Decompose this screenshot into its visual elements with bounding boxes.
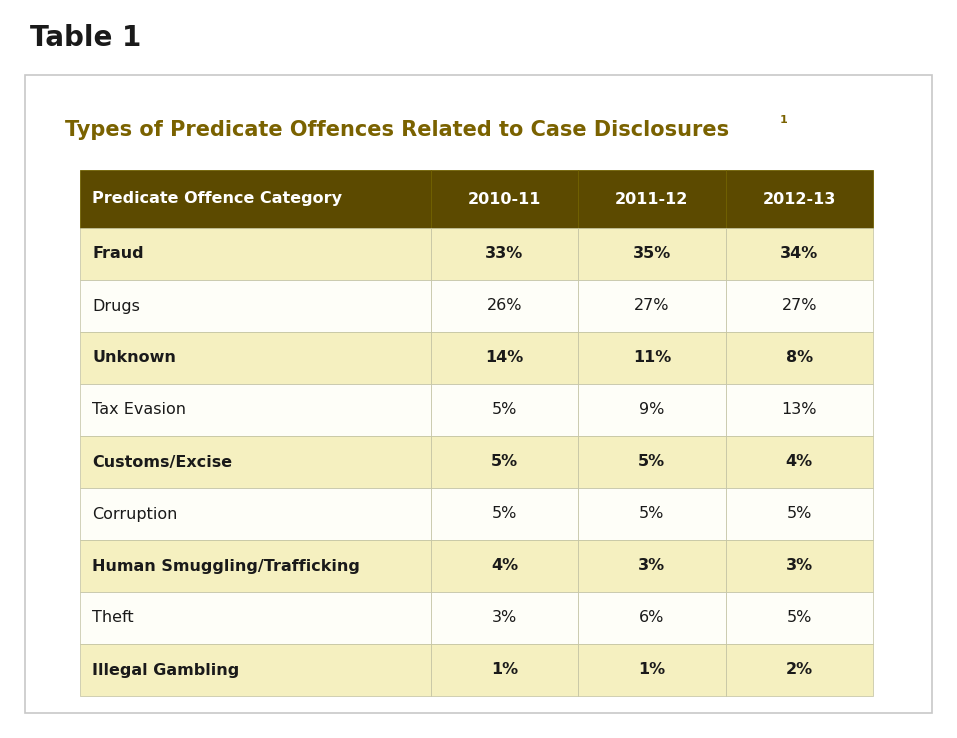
Bar: [725, 332, 873, 384]
Text: 5%: 5%: [639, 506, 664, 522]
Text: 27%: 27%: [634, 298, 670, 314]
Bar: [80, 332, 431, 384]
Bar: [725, 384, 873, 436]
Bar: [578, 592, 725, 644]
Bar: [578, 228, 725, 280]
Text: 2011-12: 2011-12: [615, 191, 688, 207]
Bar: [80, 644, 431, 696]
Bar: [431, 592, 578, 644]
Text: 5%: 5%: [638, 455, 665, 469]
Bar: [431, 384, 578, 436]
Bar: [431, 644, 578, 696]
Text: 5%: 5%: [492, 402, 517, 418]
Bar: [725, 644, 873, 696]
Text: 6%: 6%: [639, 610, 664, 626]
Bar: [80, 592, 431, 644]
Text: 3%: 3%: [638, 559, 665, 573]
Text: Unknown: Unknown: [92, 351, 176, 365]
Text: Theft: Theft: [92, 610, 134, 626]
Bar: [578, 280, 725, 332]
Text: 2012-13: 2012-13: [763, 191, 836, 207]
Text: Fraud: Fraud: [92, 246, 144, 261]
Text: 9%: 9%: [639, 402, 664, 418]
Text: 5%: 5%: [492, 506, 517, 522]
Text: 26%: 26%: [487, 298, 523, 314]
Text: 2%: 2%: [786, 663, 812, 677]
Text: 2010-11: 2010-11: [468, 191, 541, 207]
Bar: [80, 436, 431, 488]
Text: 13%: 13%: [782, 402, 817, 418]
Bar: [578, 436, 725, 488]
Bar: [80, 540, 431, 592]
Text: Illegal Gambling: Illegal Gambling: [92, 663, 239, 677]
Text: Predicate Offence Category: Predicate Offence Category: [92, 191, 342, 207]
Bar: [725, 592, 873, 644]
Text: 27%: 27%: [782, 298, 817, 314]
Bar: [578, 644, 725, 696]
Bar: [80, 384, 431, 436]
Text: Table 1: Table 1: [30, 24, 142, 52]
Text: Corruption: Corruption: [92, 506, 177, 522]
Text: 3%: 3%: [492, 610, 517, 626]
Bar: [431, 488, 578, 540]
Bar: [431, 280, 578, 332]
Bar: [725, 228, 873, 280]
Text: 3%: 3%: [786, 559, 812, 573]
Bar: [431, 170, 578, 228]
Text: 1%: 1%: [638, 663, 665, 677]
Text: Drugs: Drugs: [92, 298, 140, 314]
Text: 14%: 14%: [485, 351, 523, 365]
Bar: [725, 488, 873, 540]
Text: 5%: 5%: [787, 506, 812, 522]
Bar: [578, 488, 725, 540]
Text: 33%: 33%: [485, 246, 523, 261]
Bar: [578, 384, 725, 436]
Text: Tax Evasion: Tax Evasion: [92, 402, 186, 418]
Text: 35%: 35%: [633, 246, 671, 261]
Text: Types of Predicate Offences Related to Case Disclosures: Types of Predicate Offences Related to C…: [65, 120, 729, 140]
Text: 11%: 11%: [633, 351, 671, 365]
Text: Customs/Excise: Customs/Excise: [92, 455, 233, 469]
Bar: [80, 488, 431, 540]
Text: 4%: 4%: [491, 559, 518, 573]
Text: 5%: 5%: [491, 455, 518, 469]
Bar: [431, 332, 578, 384]
Bar: [431, 436, 578, 488]
Bar: [431, 228, 578, 280]
Bar: [725, 170, 873, 228]
Bar: [725, 280, 873, 332]
Text: 4%: 4%: [786, 455, 812, 469]
Bar: [80, 280, 431, 332]
Bar: [80, 170, 431, 228]
Bar: [578, 332, 725, 384]
Text: Human Smuggling/Trafficking: Human Smuggling/Trafficking: [92, 559, 360, 573]
Bar: [725, 540, 873, 592]
Bar: [725, 436, 873, 488]
Text: 5%: 5%: [787, 610, 812, 626]
Bar: [578, 170, 725, 228]
Bar: [25, 75, 932, 713]
Bar: [80, 228, 431, 280]
Text: 34%: 34%: [780, 246, 818, 261]
Bar: [431, 540, 578, 592]
Text: 1%: 1%: [491, 663, 518, 677]
Text: 1: 1: [780, 115, 788, 125]
Bar: [578, 540, 725, 592]
Text: 8%: 8%: [786, 351, 812, 365]
